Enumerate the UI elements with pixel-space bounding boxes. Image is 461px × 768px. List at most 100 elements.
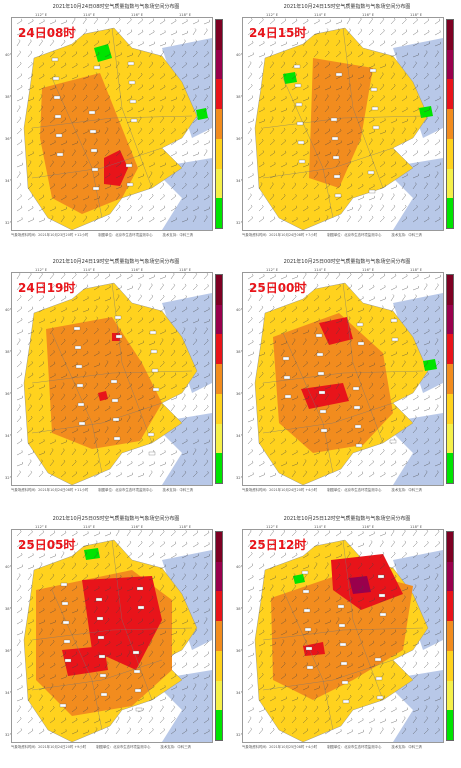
wind-barb-flag — [52, 562, 54, 565]
wind-barb — [82, 731, 89, 735]
wind-barb — [60, 685, 65, 691]
wind-barb — [104, 407, 111, 412]
wind-barb — [181, 394, 186, 401]
wind-barb — [379, 427, 384, 434]
wind-barb — [269, 175, 276, 179]
wind-barb-flag — [120, 107, 122, 110]
wind-barb-flag — [340, 128, 342, 131]
colorbar — [215, 274, 223, 484]
wind-barb — [247, 697, 254, 702]
wind-barb — [390, 174, 397, 179]
wind-barb — [346, 395, 352, 401]
wind-barb-flag — [74, 28, 76, 31]
wind-barb-flag — [437, 716, 440, 719]
wind-barb-flag — [394, 216, 396, 219]
wind-barb-flag — [31, 361, 33, 364]
wind-barb — [324, 676, 331, 680]
wind-barb-flag — [437, 470, 439, 473]
wind-barb — [401, 631, 408, 636]
wind-barb — [93, 364, 100, 368]
wind-barb-flag — [327, 273, 329, 275]
colorbar-segment — [447, 532, 453, 562]
wind-barb-flag — [208, 195, 210, 198]
wind-barb-flag — [250, 606, 253, 609]
wind-barb-flag — [151, 650, 153, 653]
wind-barb — [247, 206, 253, 212]
wind-barb — [203, 320, 210, 324]
wind-barb — [412, 608, 418, 614]
wind-barb — [93, 140, 98, 146]
wind-barb — [71, 461, 77, 467]
wind-barb-flag — [393, 371, 396, 374]
wind-barb-flag — [131, 95, 133, 98]
wind-barb — [412, 43, 419, 47]
wind-barb — [313, 153, 320, 157]
wind-barb-flag — [294, 182, 297, 185]
wind-barb-flag — [53, 717, 55, 720]
wind-barb-flag — [350, 339, 352, 341]
wind-barb — [93, 19, 98, 25]
wind-barb-flag — [119, 216, 121, 219]
wind-barb — [71, 438, 76, 445]
wind-barb-flag — [317, 183, 319, 185]
wind-barb — [324, 555, 331, 559]
wind-barb — [247, 384, 253, 390]
wind-barb — [434, 184, 440, 190]
station-marker — [352, 386, 360, 391]
wind-barb — [49, 375, 56, 379]
wind-barb — [291, 729, 297, 735]
wind-barb-flag — [21, 438, 23, 441]
panel-title: 2021年10月24日15时空气质量指数与气象场空间分布图 — [283, 4, 411, 10]
wind-barb — [412, 729, 418, 735]
wind-barb — [269, 152, 276, 157]
wind-barb-flag — [174, 728, 176, 731]
wind-barb — [269, 140, 275, 146]
wind-barb — [280, 63, 286, 69]
wind-barb-flag — [361, 40, 363, 43]
wind-barb — [324, 216, 329, 223]
wind-barb — [280, 218, 287, 223]
wind-barb-flag — [73, 437, 76, 440]
wind-barb-flag — [427, 661, 429, 664]
station-marker — [367, 170, 375, 175]
wind-barb-flag — [394, 29, 396, 32]
wind-barb — [16, 86, 23, 91]
wind-barb-flag — [317, 116, 319, 119]
wind-barb-flag — [21, 552, 23, 555]
wind-barb — [302, 417, 308, 423]
wind-barb — [192, 75, 199, 80]
wind-barb — [302, 621, 309, 625]
wind-barb — [137, 663, 143, 669]
wind-barb — [49, 118, 55, 124]
wind-barb — [60, 52, 66, 58]
wind-barb-flag — [305, 116, 308, 119]
wind-barb — [93, 30, 99, 36]
wind-barb-flag — [185, 295, 187, 298]
wind-barb-flag — [41, 705, 44, 708]
wind-barb — [181, 718, 187, 724]
wind-barb — [247, 685, 253, 691]
wind-barb — [390, 74, 395, 80]
wind-barb — [346, 598, 353, 603]
wind-barb-flag — [76, 416, 78, 419]
wind-barb — [335, 429, 342, 434]
wind-barb — [269, 117, 274, 124]
station-marker — [335, 72, 343, 77]
wind-barb-flag — [384, 40, 386, 43]
wind-barb — [82, 205, 87, 212]
wind-barb — [247, 462, 254, 467]
wind-barb — [104, 541, 109, 548]
wind-barb-flag — [370, 371, 373, 374]
wind-barb-flag — [119, 150, 121, 153]
wind-barb-flag — [128, 650, 131, 653]
wind-barb — [60, 29, 65, 36]
wind-barb-flag — [86, 629, 88, 631]
wind-barb-flag — [85, 83, 87, 86]
wind-barb — [335, 610, 342, 614]
wind-barb-flag — [150, 404, 153, 407]
wind-barb — [49, 707, 55, 713]
wind-barb-flag — [207, 284, 209, 287]
colorbar-segment — [216, 334, 222, 365]
wind-barb — [346, 274, 352, 280]
wind-barb — [346, 418, 353, 423]
